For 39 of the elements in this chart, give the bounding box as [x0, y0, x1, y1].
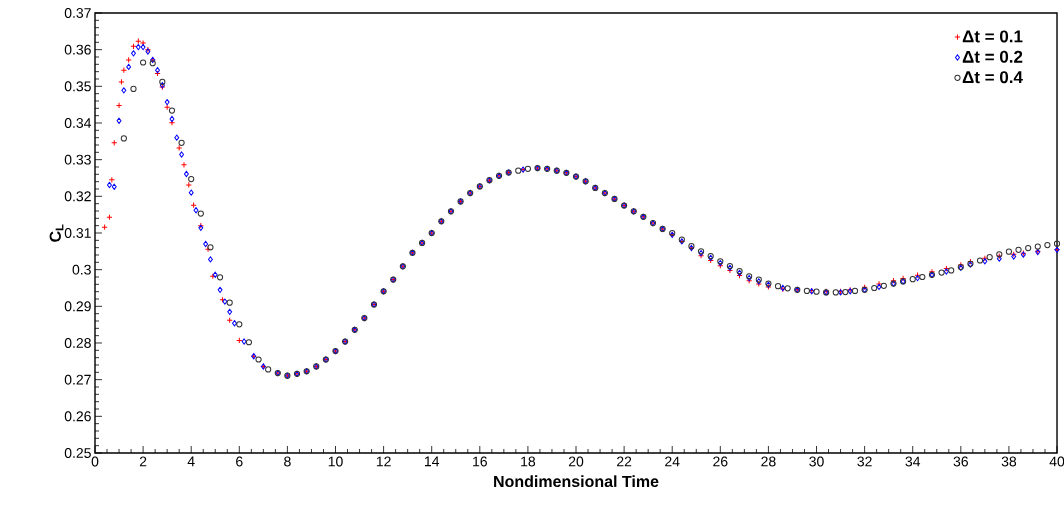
x-tick-label: 2: [139, 456, 147, 467]
y-tick-label: 0.35: [64, 81, 91, 92]
y-tick-label: 0.33: [64, 154, 91, 165]
y-tick-label: 0.25: [64, 448, 91, 458]
x-tick-label: 24: [665, 456, 680, 467]
y-tick-label: 0.31: [64, 228, 91, 238]
x-axis-title: Nondimensional Time: [494, 475, 659, 488]
y-tick-label: 0.34: [64, 118, 92, 128]
x-tick-label: 16: [473, 456, 487, 467]
x-tick-label: 40: [1049, 456, 1064, 467]
y-axis-title: C$_{L}$: [49, 224, 64, 242]
x-tick-label: 6: [236, 456, 243, 467]
y-tick-label: 0.26: [64, 411, 91, 422]
x-tick-label: 8: [284, 456, 291, 467]
x-tick-label: 12: [376, 456, 391, 467]
x-tick-label: 28: [761, 456, 776, 467]
x-tick-label: 20: [568, 456, 584, 467]
y-tick-label: 0.32: [64, 191, 91, 202]
x-tick-label: 34: [905, 456, 921, 467]
y-tick-label: 0.29: [64, 301, 91, 312]
legend-label: Δt = 0.4: [962, 71, 1023, 84]
x-tick-label: 22: [617, 456, 632, 467]
y-tick-label: 0.3: [72, 264, 91, 275]
y-tick-label: 0.27: [64, 374, 91, 385]
y-tick-label: 0.28: [64, 338, 91, 348]
x-tick-label: 32: [857, 456, 872, 467]
x-tick-label: 38: [1001, 456, 1017, 467]
legend-label: Δt = 0.2: [962, 50, 1023, 63]
x-tick-label: 36: [953, 456, 968, 467]
y-tick-label: 0.37: [64, 8, 91, 18]
x-tick-label: 18: [521, 456, 536, 467]
legend-label: Δt = 0.1: [962, 30, 1023, 43]
x-tick-label: 26: [713, 456, 728, 467]
y-tick-label: 0.36: [64, 44, 91, 55]
x-tick-label: 30: [809, 456, 824, 467]
x-tick-label: 4: [187, 456, 195, 467]
x-tick-label: 0: [91, 456, 99, 467]
x-tick-label: 10: [328, 456, 343, 467]
x-tick-label: 14: [424, 456, 440, 467]
